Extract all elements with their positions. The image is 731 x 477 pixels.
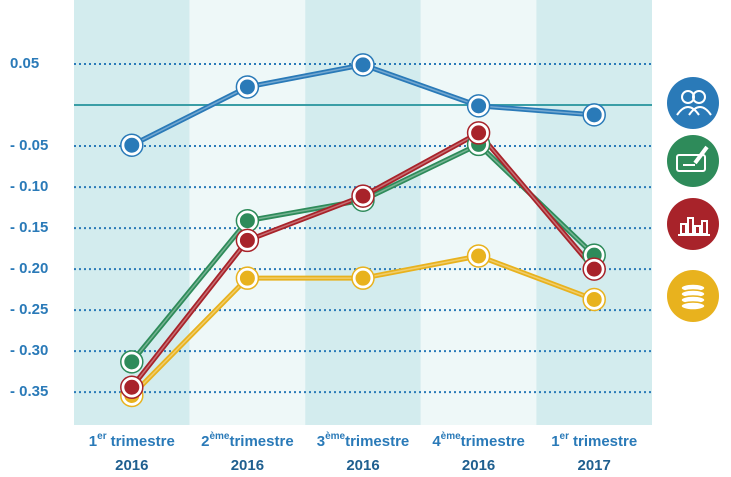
x-tick-year: 2016: [462, 457, 495, 474]
data-point: [468, 245, 490, 267]
icon-glyph: [693, 145, 709, 165]
icon-glyph: [676, 154, 706, 172]
data-point-ring: [466, 244, 491, 268]
x-tick-label: 2èmetrimestre: [201, 431, 294, 450]
ordinal-suffix: ème: [209, 431, 229, 442]
icon-glyph: [676, 106, 712, 116]
data-point: [121, 376, 143, 398]
data-point-ring: [466, 121, 491, 145]
icon-glyph: [680, 301, 706, 311]
x-tick-label: 1er trimestre: [551, 431, 637, 450]
data-point: [236, 76, 258, 98]
data-point-ring: [351, 53, 375, 77]
data-point-ring: [351, 266, 375, 290]
data-point: [236, 229, 258, 251]
ordinal: 3: [317, 433, 325, 450]
y-tick-label: - 0.30: [10, 342, 48, 359]
data-point-ring: [120, 350, 144, 374]
legend-icon: [667, 77, 719, 129]
data-point: [352, 185, 374, 207]
data-point-ring: [235, 75, 260, 99]
ordinal: 1: [89, 433, 97, 450]
data-point: [468, 95, 490, 117]
data-point-ring: [235, 266, 260, 290]
data-point-ring: [235, 228, 260, 253]
period-label: trimestre: [345, 433, 409, 450]
data-point-ring: [351, 184, 375, 208]
x-tick-label: 1er trimestre: [89, 431, 175, 450]
icon-glyph: [692, 90, 706, 104]
y-tick-label: - 0.35: [10, 383, 48, 400]
y-tick-label: - 0.20: [10, 260, 48, 277]
ordinal-suffix: er: [560, 431, 570, 442]
y-tick-label: - 0.15: [10, 219, 48, 236]
column-band: [420, 0, 537, 425]
period-label: trimestre: [111, 433, 175, 450]
y-tick-label: - 0.25: [10, 301, 48, 318]
x-tick-label: 3èmetrimestre: [317, 431, 410, 450]
data-point: [352, 267, 374, 289]
data-point-ring: [120, 133, 144, 157]
ordinal: 1: [551, 433, 559, 450]
y-tick-label: 0.05: [10, 55, 39, 72]
data-point: [468, 122, 490, 144]
data-point-ring: [120, 375, 144, 400]
data-point: [121, 351, 143, 373]
ordinal-suffix: er: [97, 431, 107, 442]
ordinal-suffix: ème: [325, 431, 345, 442]
legend-icon: [667, 135, 719, 187]
x-tick-year: 2016: [115, 457, 148, 474]
data-point-ring: [582, 103, 606, 127]
column-band: [536, 0, 652, 425]
x-tick-year: 2016: [231, 457, 264, 474]
data-point-ring: [466, 94, 491, 118]
period-label: trimestre: [461, 433, 525, 450]
ordinal: 4: [432, 433, 441, 450]
ordinal: 2: [201, 433, 209, 450]
data-point: [236, 267, 258, 289]
data-point-ring: [582, 287, 606, 312]
x-tick-year: 2016: [346, 457, 379, 474]
data-point-ring: [582, 257, 606, 281]
data-point: [236, 210, 258, 232]
ordinal-suffix: ème: [441, 431, 461, 442]
data-point: [583, 288, 605, 310]
x-tick-label: 4èmetrimestre: [432, 431, 525, 450]
data-point: [583, 258, 605, 280]
data-point: [583, 104, 605, 126]
x-tick-year: 2017: [578, 457, 611, 474]
period-label: trimestre: [573, 433, 637, 450]
data-point: [352, 54, 374, 76]
data-point: [121, 134, 143, 156]
period-label: trimestre: [229, 433, 293, 450]
y-tick-label: - 0.05: [10, 137, 48, 154]
y-tick-label: - 0.10: [10, 178, 48, 195]
